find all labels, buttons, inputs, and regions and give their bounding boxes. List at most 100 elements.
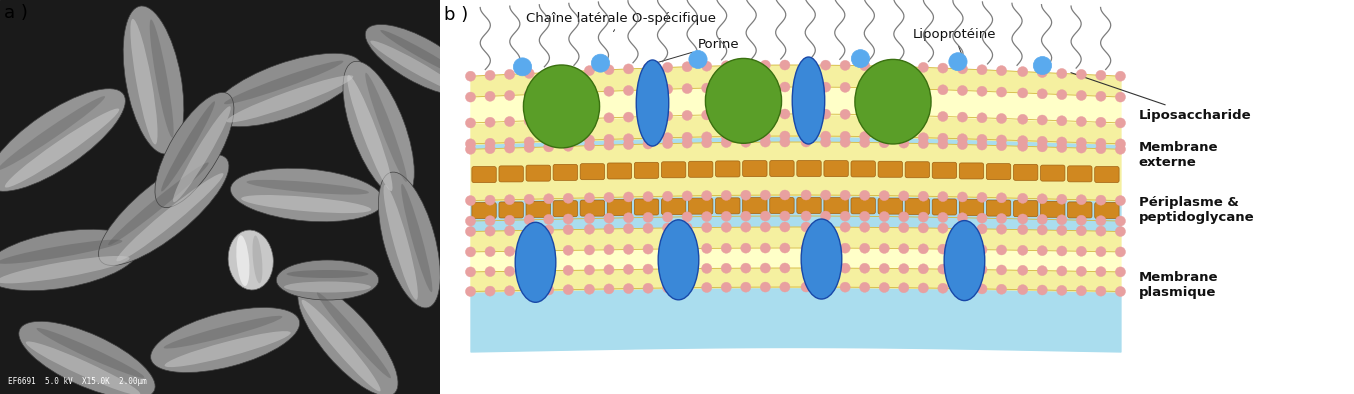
Circle shape	[543, 89, 554, 99]
Circle shape	[879, 61, 890, 71]
Circle shape	[1095, 144, 1106, 154]
Ellipse shape	[317, 292, 391, 378]
Circle shape	[957, 213, 968, 223]
Circle shape	[1018, 88, 1028, 98]
Circle shape	[543, 266, 554, 276]
Circle shape	[860, 263, 869, 273]
FancyBboxPatch shape	[933, 162, 957, 178]
Circle shape	[1037, 67, 1048, 78]
Circle shape	[1076, 286, 1086, 296]
Circle shape	[604, 284, 615, 294]
Circle shape	[918, 212, 929, 222]
FancyBboxPatch shape	[743, 161, 768, 177]
Circle shape	[485, 138, 496, 148]
Circle shape	[879, 212, 890, 221]
Circle shape	[1095, 286, 1106, 296]
Circle shape	[760, 137, 770, 147]
Circle shape	[879, 138, 890, 148]
FancyBboxPatch shape	[1013, 164, 1039, 180]
Circle shape	[741, 211, 751, 221]
Circle shape	[682, 110, 692, 121]
Circle shape	[592, 54, 609, 72]
Circle shape	[1018, 136, 1028, 146]
Circle shape	[701, 282, 712, 292]
Circle shape	[899, 62, 909, 72]
Circle shape	[623, 112, 634, 122]
Circle shape	[722, 243, 731, 253]
Circle shape	[466, 144, 475, 154]
Circle shape	[1076, 215, 1086, 225]
Circle shape	[1018, 193, 1028, 203]
Circle shape	[976, 134, 987, 144]
Circle shape	[938, 244, 948, 254]
Ellipse shape	[164, 316, 283, 349]
Circle shape	[741, 109, 751, 119]
Circle shape	[722, 61, 731, 71]
Circle shape	[722, 83, 731, 93]
Circle shape	[722, 138, 731, 147]
Circle shape	[505, 138, 515, 148]
Ellipse shape	[636, 60, 669, 146]
Circle shape	[643, 223, 653, 233]
Ellipse shape	[401, 184, 432, 292]
Circle shape	[623, 139, 634, 150]
Circle shape	[563, 114, 573, 124]
Circle shape	[802, 263, 811, 273]
Circle shape	[643, 212, 653, 222]
Circle shape	[485, 91, 496, 101]
Circle shape	[741, 263, 751, 273]
Ellipse shape	[154, 93, 234, 208]
Circle shape	[701, 191, 712, 201]
Circle shape	[918, 111, 929, 121]
Circle shape	[821, 263, 831, 273]
Ellipse shape	[161, 101, 215, 191]
Circle shape	[1116, 286, 1125, 296]
Circle shape	[957, 64, 968, 74]
Circle shape	[976, 224, 987, 234]
FancyBboxPatch shape	[525, 201, 551, 217]
Circle shape	[860, 61, 869, 71]
Ellipse shape	[379, 172, 440, 308]
Ellipse shape	[211, 53, 362, 127]
Circle shape	[466, 286, 475, 296]
Circle shape	[879, 110, 890, 120]
Circle shape	[899, 212, 909, 222]
Circle shape	[585, 66, 594, 76]
Circle shape	[466, 71, 475, 81]
Circle shape	[1095, 138, 1106, 148]
Circle shape	[682, 223, 692, 233]
Circle shape	[689, 50, 707, 69]
Circle shape	[604, 245, 615, 255]
Circle shape	[997, 245, 1006, 255]
Circle shape	[997, 87, 1006, 97]
Circle shape	[604, 65, 615, 75]
Ellipse shape	[116, 173, 223, 261]
Circle shape	[585, 135, 594, 145]
Circle shape	[997, 66, 1006, 76]
Circle shape	[918, 244, 929, 254]
Circle shape	[1076, 91, 1086, 100]
Ellipse shape	[0, 229, 139, 291]
Circle shape	[839, 190, 850, 200]
Circle shape	[466, 227, 475, 236]
Circle shape	[860, 138, 869, 147]
Circle shape	[643, 112, 653, 121]
Circle shape	[957, 284, 968, 294]
FancyBboxPatch shape	[769, 197, 795, 214]
Circle shape	[1056, 285, 1067, 296]
Circle shape	[741, 82, 751, 92]
Circle shape	[839, 137, 850, 147]
Circle shape	[563, 214, 573, 224]
Circle shape	[918, 139, 929, 149]
Circle shape	[938, 63, 948, 73]
FancyBboxPatch shape	[1068, 166, 1091, 182]
Circle shape	[918, 133, 929, 143]
Circle shape	[543, 115, 554, 125]
Circle shape	[722, 211, 731, 221]
Circle shape	[976, 245, 987, 255]
Ellipse shape	[123, 6, 184, 154]
Circle shape	[682, 84, 692, 93]
Text: Membrane
externe: Membrane externe	[1139, 141, 1219, 169]
Ellipse shape	[284, 281, 371, 292]
Circle shape	[485, 226, 496, 236]
